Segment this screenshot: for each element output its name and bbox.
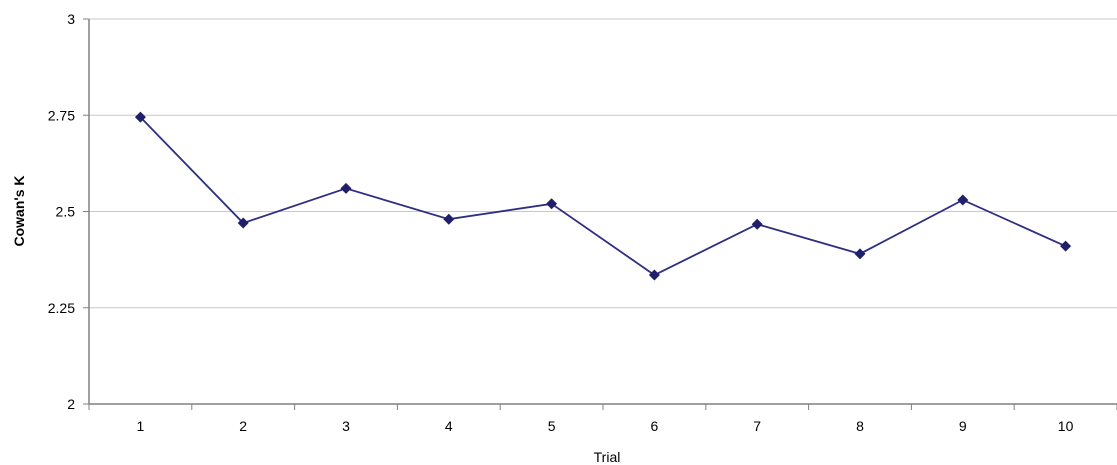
data-point-marker — [340, 182, 352, 194]
data-point-marker — [1060, 240, 1072, 252]
y-tick-label: 2 — [67, 396, 75, 412]
series-layer — [134, 111, 1072, 281]
y-tick-label: 3 — [67, 11, 75, 27]
x-tick-label: 4 — [445, 418, 453, 434]
data-point-marker — [546, 198, 558, 210]
data-point-marker — [443, 213, 455, 225]
x-tick-label: 8 — [856, 418, 864, 434]
data-point-marker — [854, 248, 866, 260]
data-point-marker — [957, 194, 969, 206]
y-axis-title: Cowan's K — [11, 175, 27, 246]
x-tick-label: 7 — [753, 418, 761, 434]
axes — [83, 18, 1117, 410]
y-tick-label: 2.25 — [48, 300, 75, 316]
data-point-marker — [648, 269, 660, 281]
x-tick-label: 2 — [239, 418, 247, 434]
x-tick-label: 1 — [137, 418, 145, 434]
x-tick-label: 5 — [548, 418, 556, 434]
x-axis-title: Trial — [594, 449, 621, 465]
data-point-marker — [134, 111, 146, 123]
tick-labels: 2 2.25 2.5 2.75 3 1 2 3 4 5 6 7 8 9 10 — [48, 11, 1074, 434]
x-tick-label: 6 — [651, 418, 659, 434]
x-tick-label: 10 — [1058, 418, 1074, 434]
y-tick-label: 2.5 — [56, 204, 76, 220]
data-point-marker — [751, 218, 763, 230]
gridlines — [89, 18, 1117, 309]
x-tick-label: 9 — [959, 418, 967, 434]
x-tick-label: 3 — [342, 418, 350, 434]
data-point-marker — [237, 217, 249, 229]
series-line — [139, 116, 1066, 277]
y-tick-label: 2.75 — [48, 107, 75, 123]
